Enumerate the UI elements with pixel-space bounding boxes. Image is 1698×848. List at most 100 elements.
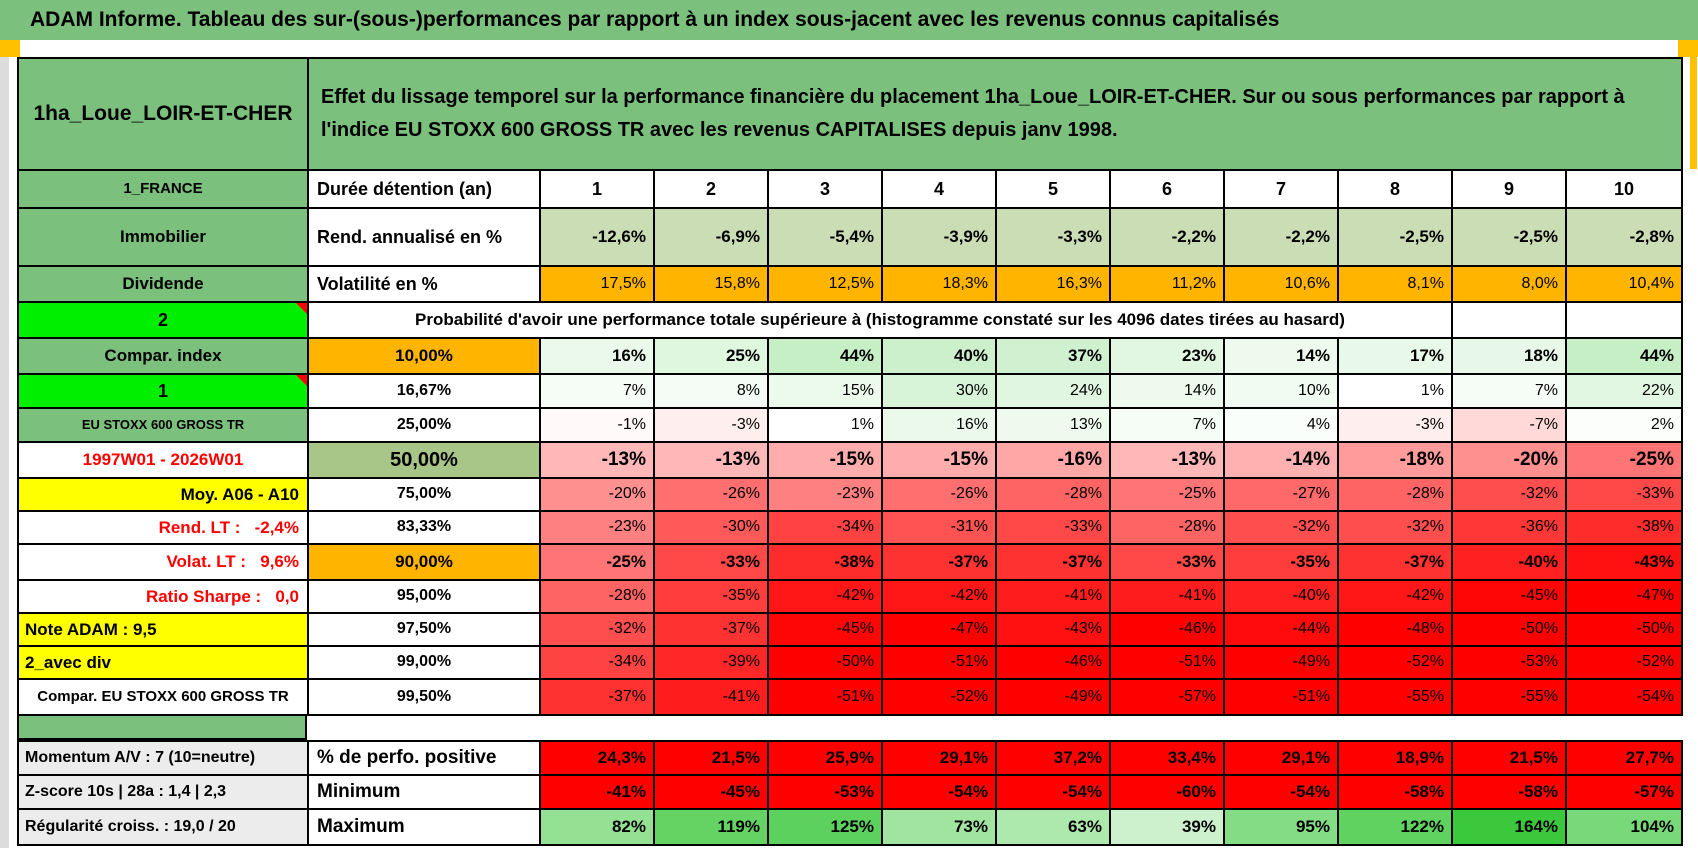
empty-cell[interactable] <box>1453 303 1567 339</box>
data-cell[interactable]: -34% <box>541 647 655 680</box>
data-cell[interactable]: -44% <box>1225 614 1339 647</box>
data-cell[interactable]: 8% <box>655 375 769 409</box>
row-label[interactable]: Ratio Sharpe : 0,0 <box>19 581 309 614</box>
data-cell[interactable]: -42% <box>883 581 997 614</box>
data-cell[interactable]: -52% <box>1567 647 1681 680</box>
data-cell[interactable]: 63% <box>997 810 1111 844</box>
data-cell[interactable]: -33% <box>997 512 1111 545</box>
data-cell[interactable]: -3,3% <box>997 209 1111 267</box>
data-cell[interactable]: -50% <box>1453 614 1567 647</box>
data-cell[interactable]: -46% <box>1111 614 1225 647</box>
data-cell[interactable]: -53% <box>769 776 883 810</box>
data-cell[interactable]: 44% <box>1567 339 1681 375</box>
data-cell[interactable]: 73% <box>883 810 997 844</box>
data-cell[interactable]: 33,4% <box>1111 742 1225 776</box>
data-cell[interactable]: -20% <box>1453 443 1567 479</box>
row-label[interactable]: Momentum A/V : 7 (10=neutre) <box>19 742 309 776</box>
data-cell[interactable]: 18,9% <box>1339 742 1453 776</box>
data-cell[interactable]: 14% <box>1111 375 1225 409</box>
data-cell[interactable]: -13% <box>1111 443 1225 479</box>
data-cell[interactable]: 18,3% <box>883 267 997 303</box>
data-cell[interactable]: 30% <box>883 375 997 409</box>
data-cell[interactable]: -28% <box>997 479 1111 512</box>
data-cell[interactable]: 25% <box>655 339 769 375</box>
measure-label[interactable]: 97,50% <box>309 614 541 647</box>
data-cell[interactable]: -48% <box>1339 614 1453 647</box>
data-cell[interactable]: 10,6% <box>1225 267 1339 303</box>
data-cell[interactable]: -36% <box>1453 512 1567 545</box>
report-title[interactable]: ADAM Informe. Tableau des sur-(sous-)per… <box>0 0 1698 40</box>
col-header-year[interactable]: 8 <box>1339 171 1453 209</box>
col-header-year[interactable]: 1 <box>541 171 655 209</box>
data-cell[interactable]: -2,5% <box>1453 209 1567 267</box>
data-cell[interactable]: -1% <box>541 409 655 443</box>
data-cell[interactable]: -37% <box>997 545 1111 581</box>
empty-cell[interactable] <box>1567 303 1681 339</box>
data-cell[interactable]: -41% <box>541 776 655 810</box>
col-header-year[interactable]: 5 <box>997 171 1111 209</box>
data-cell[interactable]: -50% <box>1567 614 1681 647</box>
data-cell[interactable]: 27,7% <box>1567 742 1681 776</box>
data-cell[interactable]: -12,6% <box>541 209 655 267</box>
data-cell[interactable]: -54% <box>1567 680 1681 714</box>
data-cell[interactable]: 29,1% <box>1225 742 1339 776</box>
measure-label[interactable]: 75,00% <box>309 479 541 512</box>
row-label[interactable]: 1 <box>19 375 309 409</box>
data-cell[interactable]: -26% <box>883 479 997 512</box>
separator-green-cell[interactable] <box>17 716 307 740</box>
col-header-year[interactable]: 10 <box>1567 171 1681 209</box>
data-cell[interactable]: 37,2% <box>997 742 1111 776</box>
data-cell[interactable]: -45% <box>655 776 769 810</box>
data-cell[interactable]: -3% <box>1339 409 1453 443</box>
data-cell[interactable]: -49% <box>997 680 1111 714</box>
data-cell[interactable]: -43% <box>997 614 1111 647</box>
prob-section-title[interactable]: Probabilité d'avoir une performance tota… <box>309 303 1453 339</box>
data-cell[interactable]: -54% <box>997 776 1111 810</box>
data-cell[interactable]: -39% <box>655 647 769 680</box>
data-cell[interactable]: -50% <box>769 647 883 680</box>
data-cell[interactable]: -38% <box>769 545 883 581</box>
data-cell[interactable]: -32% <box>1453 479 1567 512</box>
asset-description[interactable]: Effet du lissage temporel sur la perform… <box>309 59 1681 171</box>
data-cell[interactable]: -46% <box>997 647 1111 680</box>
data-cell[interactable]: -13% <box>655 443 769 479</box>
data-cell[interactable]: 16,3% <box>997 267 1111 303</box>
data-cell[interactable]: 17,5% <box>541 267 655 303</box>
data-cell[interactable]: 16% <box>541 339 655 375</box>
row-label[interactable]: EU STOXX 600 GROSS TR <box>19 409 309 443</box>
data-cell[interactable]: -41% <box>997 581 1111 614</box>
data-cell[interactable]: -28% <box>1111 512 1225 545</box>
row-label[interactable]: Compar. EU STOXX 600 GROSS TR <box>19 680 309 714</box>
measure-label[interactable]: Minimum <box>309 776 541 810</box>
data-cell[interactable]: -32% <box>541 614 655 647</box>
data-cell[interactable]: 21,5% <box>655 742 769 776</box>
measure-label[interactable]: 50,00% <box>309 443 541 479</box>
data-cell[interactable]: -34% <box>769 512 883 545</box>
data-cell[interactable]: 7% <box>1453 375 1567 409</box>
measure-label[interactable]: Maximum <box>309 810 541 844</box>
measure-label[interactable]: 90,00% <box>309 545 541 581</box>
data-cell[interactable]: -35% <box>1225 545 1339 581</box>
data-cell[interactable]: -2,5% <box>1339 209 1453 267</box>
measure-label[interactable]: Volatilité en % <box>309 267 541 303</box>
data-cell[interactable]: -45% <box>769 614 883 647</box>
data-cell[interactable]: 1% <box>1339 375 1453 409</box>
col-header-year[interactable]: 6 <box>1111 171 1225 209</box>
row-label[interactable]: 1_FRANCE <box>19 171 309 209</box>
data-cell[interactable]: 164% <box>1453 810 1567 844</box>
data-cell[interactable]: -37% <box>1339 545 1453 581</box>
row-label[interactable]: Moy. A06 - A10 <box>19 479 309 512</box>
data-cell[interactable]: -37% <box>541 680 655 714</box>
data-cell[interactable]: 29,1% <box>883 742 997 776</box>
measure-label[interactable]: 25,00% <box>309 409 541 443</box>
data-cell[interactable]: -41% <box>1111 581 1225 614</box>
data-cell[interactable]: 82% <box>541 810 655 844</box>
data-cell[interactable]: -60% <box>1111 776 1225 810</box>
row-label[interactable]: Note ADAM : 9,5 <box>19 614 309 647</box>
row-label[interactable]: Dividende <box>19 267 309 303</box>
data-cell[interactable]: -25% <box>1111 479 1225 512</box>
data-cell[interactable]: -3% <box>655 409 769 443</box>
data-cell[interactable]: -43% <box>1567 545 1681 581</box>
data-cell[interactable]: -51% <box>769 680 883 714</box>
col-header-year[interactable]: 2 <box>655 171 769 209</box>
